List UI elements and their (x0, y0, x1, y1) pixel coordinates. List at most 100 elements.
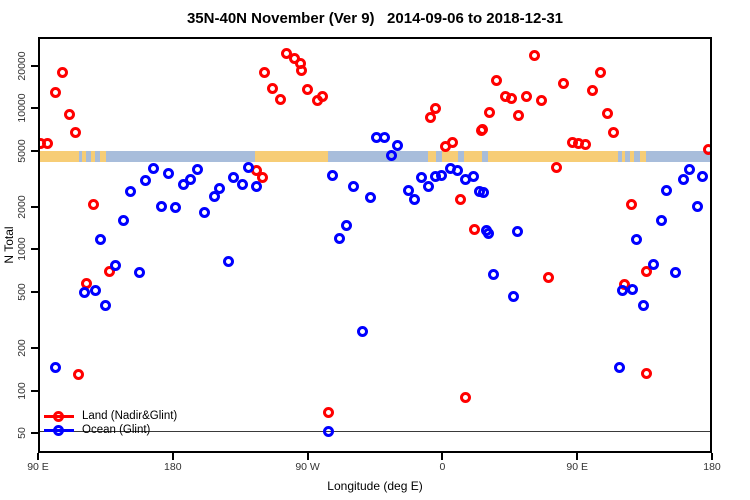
land-point (542, 272, 554, 284)
land-point (322, 406, 334, 418)
chart-title: 35N-40N November (Ver 9) 2014-09-06 to 2… (186, 10, 564, 27)
band-land-segment (38, 151, 79, 162)
y-tick (31, 389, 38, 392)
ocean-point (385, 149, 397, 161)
land-point (256, 171, 268, 183)
y-tick-label: 50 (16, 427, 28, 439)
land-point (703, 144, 712, 156)
ocean-point (177, 179, 189, 191)
ocean-point (133, 266, 145, 278)
ocean-point (109, 259, 121, 271)
band-ocean-segment (86, 151, 91, 162)
ocean-point (422, 180, 434, 192)
ocean-point (677, 173, 689, 185)
y-tick-label: 5000 (16, 139, 28, 163)
band-land-segment (90, 151, 96, 162)
land-point (103, 265, 115, 277)
land-point (550, 161, 562, 173)
y-tick-label: 10000 (16, 93, 28, 123)
land-point (72, 369, 84, 381)
band-ocean-segment (618, 151, 622, 162)
band-land-segment (255, 151, 329, 162)
ocean-point (670, 266, 682, 278)
ocean-point (626, 283, 638, 295)
ocean-point (139, 174, 151, 186)
y-tick (31, 149, 38, 152)
band-ocean-segment (435, 151, 442, 162)
ocean-point (250, 180, 262, 192)
ocean-point (630, 234, 642, 246)
band-ocean-segment (328, 151, 429, 162)
land-point (528, 49, 540, 61)
land-point (535, 95, 547, 107)
ocean-point (208, 190, 220, 202)
ocean-point (451, 164, 463, 176)
ocean-point (227, 171, 239, 183)
legend-label: Ocean (Glint) (82, 424, 151, 436)
land-point (64, 108, 76, 120)
land-point (49, 86, 61, 98)
land-point (42, 137, 54, 149)
band-land-segment (428, 151, 436, 162)
land-point (280, 47, 292, 59)
legend: Land (Nadir&Glint) Ocean (Glint) (44, 409, 177, 437)
ocean-point (222, 255, 234, 267)
x-tick-label: 180 (164, 461, 182, 473)
legend-circle-icon (53, 410, 64, 422)
y-axis-label: N Total (2, 226, 16, 264)
band-land-segment (82, 151, 87, 162)
land-point (258, 67, 270, 79)
land-point (557, 77, 569, 89)
land-point (459, 391, 471, 403)
y-tick (31, 248, 38, 251)
land-point (490, 74, 502, 86)
land-point (579, 138, 591, 150)
x-tick (711, 453, 713, 460)
band-land-segment (629, 151, 635, 162)
land-point (520, 90, 532, 102)
band-ocean-segment (95, 151, 101, 162)
ocean-point (648, 258, 660, 270)
land-point (301, 83, 313, 95)
y-tick-label: 100 (16, 381, 28, 400)
land-point (274, 93, 286, 105)
land-point (595, 67, 606, 79)
ocean-point (155, 200, 167, 212)
ocean-point (124, 185, 136, 197)
reference-line-50 (38, 431, 712, 432)
y-tick-label: 500 (16, 283, 28, 301)
band-ocean-segment (645, 151, 710, 162)
ocean-point (322, 425, 334, 437)
land-point (70, 126, 82, 138)
ocean-point (198, 206, 210, 218)
x-tick (576, 453, 579, 460)
ocean-point (117, 214, 129, 226)
ocean-point (49, 361, 61, 373)
ocean-point (364, 192, 376, 204)
ocean-point (333, 232, 345, 244)
ocean-point (99, 300, 111, 312)
ocean-point (191, 163, 203, 175)
ocean-point (661, 184, 673, 196)
land-point (505, 92, 517, 104)
band-ocean-segment (634, 151, 640, 162)
y-tick-label: 20000 (16, 51, 28, 81)
y-tick (31, 64, 38, 67)
ocean-point (477, 186, 489, 198)
band-land-segment (621, 151, 626, 162)
y-tick-label: 200 (16, 339, 28, 357)
land-point (601, 107, 613, 119)
x-tick (306, 453, 309, 460)
band-ocean-segment (482, 151, 489, 162)
band-land-segment (441, 151, 459, 162)
ocean-point (683, 163, 695, 175)
ocean-point (89, 284, 101, 296)
land-marker-icon (44, 410, 74, 422)
ocean-point (340, 219, 352, 231)
land-point (446, 136, 458, 148)
land-point (424, 111, 436, 123)
ocean-point (482, 227, 494, 239)
ocean-point (169, 201, 181, 213)
band-land-segment (488, 151, 619, 162)
land-point (56, 67, 68, 79)
